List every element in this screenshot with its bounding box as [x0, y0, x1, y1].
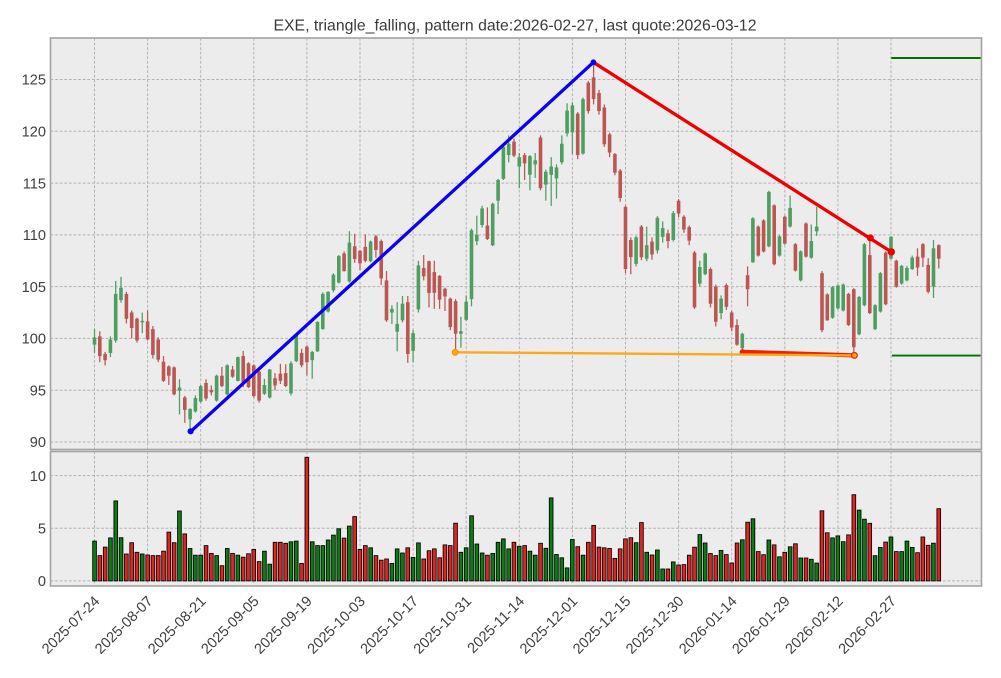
svg-text:95: 95: [30, 383, 46, 399]
svg-text:100: 100: [22, 332, 46, 348]
svg-text:120: 120: [22, 125, 46, 141]
svg-text:110: 110: [23, 228, 46, 244]
svg-text:105: 105: [22, 280, 46, 296]
svg-text:5: 5: [38, 522, 46, 538]
svg-text:0: 0: [38, 574, 46, 590]
svg-text:115: 115: [23, 176, 46, 192]
svg-text:90: 90: [30, 435, 46, 451]
svg-text:10: 10: [30, 469, 46, 485]
svg-text:EXE, triangle_falling, pattern: EXE, triangle_falling, pattern date:2026…: [273, 18, 756, 35]
svg-text:125: 125: [22, 73, 46, 89]
